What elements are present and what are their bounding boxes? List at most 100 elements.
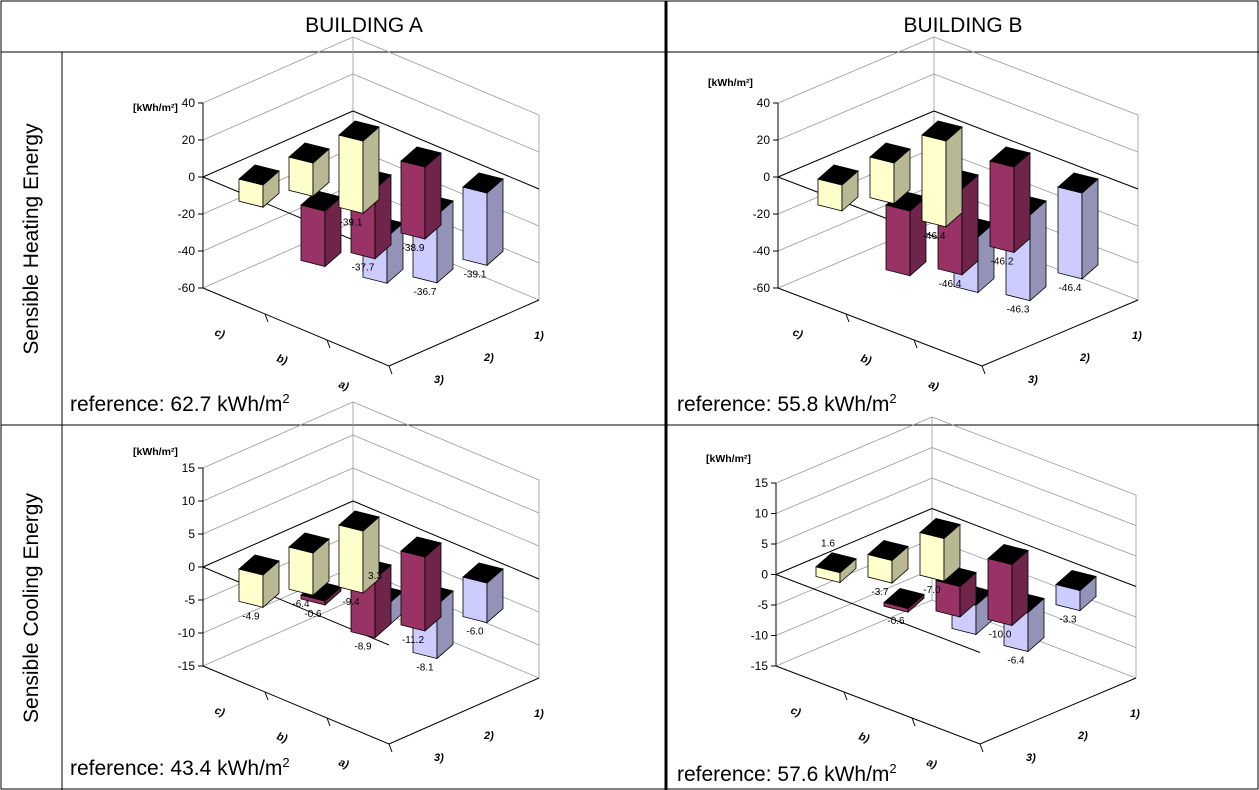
- column-category-label: 2): [483, 352, 494, 364]
- row-category-label: a): [337, 757, 351, 772]
- row-tick: [264, 691, 269, 701]
- data-label: -9.4: [342, 597, 360, 608]
- bar-side: [362, 126, 380, 215]
- floor-edge: [388, 677, 540, 745]
- bar-front: [338, 524, 364, 594]
- data-label: -7.0: [923, 585, 941, 596]
- y-tick-label: -60: [753, 281, 771, 295]
- y-tick-label: -20: [753, 207, 771, 221]
- data-label: -8.9: [354, 642, 372, 653]
- floor-edge: [388, 299, 540, 367]
- data-label: -38.9: [402, 243, 425, 254]
- gridline: [777, 36, 935, 104]
- y-tick-label: 15: [755, 476, 769, 490]
- gridline: [775, 477, 933, 545]
- data-label: -46.3: [1007, 305, 1030, 316]
- bar-front: [462, 576, 488, 624]
- row-tick: [326, 339, 331, 349]
- bar-top: [867, 540, 909, 561]
- row-category-label: b): [275, 731, 289, 746]
- bar: [921, 120, 963, 228]
- zero-line: [775, 574, 981, 653]
- bar-top: [400, 146, 442, 168]
- y-tick-label: 10: [182, 494, 196, 508]
- bar-top: [338, 510, 380, 532]
- y-tick-label: -15: [178, 659, 196, 673]
- bar: [462, 172, 504, 267]
- bars: [238, 510, 504, 660]
- zero-line: [931, 508, 1137, 587]
- column-category-label: 2): [1079, 352, 1090, 364]
- bar-side: [424, 542, 442, 632]
- y-tick-label: -40: [178, 244, 196, 258]
- row-category-label: c): [789, 705, 803, 720]
- bar-top: [1055, 570, 1097, 591]
- y-tick-label: 40: [757, 96, 771, 110]
- header-building-b: BUILDING B: [903, 14, 1023, 37]
- bar: [935, 566, 977, 618]
- bar: [350, 558, 392, 639]
- zero-line: [352, 500, 540, 580]
- y-unit-label: [kWh/m²]: [708, 77, 753, 89]
- gridline: [202, 73, 354, 141]
- bar-front: [1057, 186, 1083, 280]
- bar-top: [919, 518, 961, 539]
- row-category-label: c): [213, 327, 227, 342]
- bar-top: [400, 536, 442, 558]
- gridline: [352, 467, 540, 547]
- column-category-label: 1): [534, 330, 544, 342]
- bar: [989, 146, 1031, 254]
- data-label: -0.6: [887, 616, 905, 627]
- row-category-label: a): [927, 379, 941, 394]
- gridline: [775, 416, 933, 484]
- data-label: -3.7: [871, 587, 889, 598]
- bar-front: [338, 134, 364, 214]
- y-tick-label: -10: [178, 626, 196, 640]
- zero-line: [352, 110, 540, 190]
- bar-top: [921, 120, 963, 142]
- data-label: -46.2: [991, 256, 1014, 267]
- bar-top: [462, 172, 504, 194]
- bars: [817, 120, 1099, 302]
- bar-side: [1029, 200, 1047, 302]
- bar-front: [462, 186, 488, 266]
- y-tick-label: 5: [188, 527, 195, 541]
- bar-front: [400, 160, 426, 240]
- row-tick: [326, 717, 331, 727]
- bar-front: [238, 568, 264, 608]
- bar-top: [238, 164, 280, 186]
- column-category-label: 3): [1028, 374, 1038, 386]
- data-label: -4.9: [242, 611, 260, 622]
- data-label: 3.3: [368, 571, 382, 582]
- row-tick: [981, 365, 986, 375]
- row-category-label: a): [925, 757, 939, 772]
- y-tick-label: 5: [761, 537, 768, 551]
- row-label-heating: Sensible Heating Energy: [2, 53, 62, 425]
- row-tick: [911, 717, 916, 727]
- zero-line: [775, 508, 933, 575]
- y-tick-label: 0: [761, 568, 768, 582]
- header-building-a: BUILDING A: [305, 14, 423, 37]
- data-label: -36.7: [414, 287, 437, 298]
- gridline: [931, 447, 1137, 526]
- data-label: -37.7: [352, 263, 375, 274]
- bar-front: [885, 204, 911, 277]
- bar: [815, 552, 857, 584]
- bar-top: [989, 146, 1031, 168]
- bar-front: [921, 134, 947, 228]
- bar-top: [462, 562, 504, 584]
- gridline: [777, 73, 935, 141]
- data-label: -46.4: [939, 279, 962, 290]
- data-label: 4.8: [957, 571, 971, 582]
- bar-side: [1013, 152, 1031, 254]
- bar: [1055, 570, 1097, 612]
- bar: [869, 142, 911, 205]
- bar-side: [424, 152, 442, 240]
- gridline: [202, 467, 354, 535]
- bar: [338, 510, 380, 594]
- y-tick-label: 0: [188, 560, 195, 574]
- bar-front: [400, 550, 426, 632]
- column-category-label: 3): [1026, 752, 1036, 764]
- row-tick: [388, 365, 393, 375]
